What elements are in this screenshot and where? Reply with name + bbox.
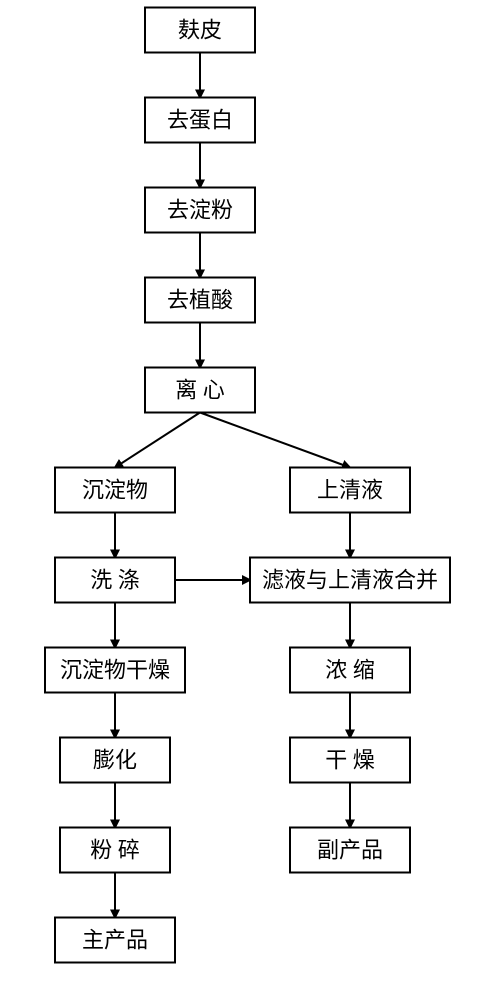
node-label-puff: 膨化	[93, 748, 137, 773]
node-label-mainproduct: 主产品	[82, 928, 148, 953]
node-drysed: 沉淀物干燥	[45, 648, 185, 693]
node-label-dephytic: 去植酸	[167, 288, 233, 313]
node-label-merge: 滤液与上清液合并	[262, 568, 438, 593]
node-label-byproduct: 副产品	[317, 838, 383, 863]
node-crush: 粉 碎	[60, 828, 170, 873]
node-merge: 滤液与上清液合并	[250, 558, 450, 603]
node-label-concentrate: 浓 缩	[325, 658, 375, 683]
node-puff: 膨化	[60, 738, 170, 783]
node-bran: 麸皮	[145, 8, 255, 53]
node-supernatant: 上清液	[290, 468, 410, 513]
node-label-dry: 干 燥	[325, 748, 375, 773]
node-dry: 干 燥	[290, 738, 410, 783]
node-precipitate: 沉淀物	[55, 468, 175, 513]
node-centrifuge: 离 心	[145, 368, 255, 413]
node-label-bran: 麸皮	[178, 18, 222, 43]
node-deprotein: 去蛋白	[145, 98, 255, 143]
edge-centrifuge-supernatant	[200, 413, 350, 468]
node-byproduct: 副产品	[290, 828, 410, 873]
node-label-destarch: 去淀粉	[167, 198, 233, 223]
node-concentrate: 浓 缩	[290, 648, 410, 693]
node-label-deprotein: 去蛋白	[167, 108, 233, 133]
node-label-crush: 粉 碎	[90, 838, 140, 863]
node-dephytic: 去植酸	[145, 278, 255, 323]
node-mainproduct: 主产品	[55, 918, 175, 963]
node-label-precipitate: 沉淀物	[82, 478, 148, 503]
node-label-wash: 洗 涤	[90, 568, 140, 593]
flowchart: 麸皮去蛋白去淀粉去植酸离 心沉淀物 上清液洗 涤 滤液与上清液合并沉淀物干燥 浓 缩膨…	[0, 0, 500, 1000]
edge-centrifuge-precipitate	[115, 413, 200, 468]
node-label-centrifuge: 离 心	[175, 378, 225, 403]
node-label-supernatant: 上清液	[317, 478, 383, 503]
node-destarch: 去淀粉	[145, 188, 255, 233]
node-label-drysed: 沉淀物干燥	[60, 658, 170, 683]
node-wash: 洗 涤	[55, 558, 175, 603]
